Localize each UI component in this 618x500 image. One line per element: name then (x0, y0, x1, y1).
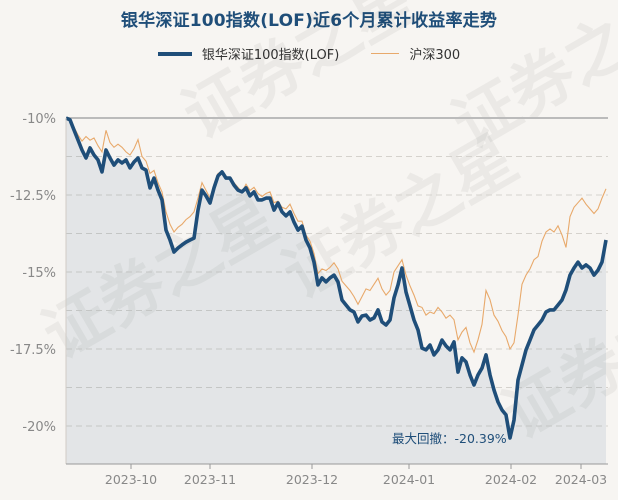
x-tick-label: 2024-03 (555, 472, 607, 487)
y-tick-label: -20% (22, 420, 56, 435)
legend-swatch-fund (157, 51, 192, 56)
legend-label-index: 沪深300 (409, 48, 461, 63)
fund-line (65, 116, 608, 440)
legend-item-index[interactable]: 沪深300 (371, 44, 460, 63)
index-line (65, 117, 607, 354)
watermark-text: 证券之星 (441, 0, 618, 164)
x-tick-label: 2023-11 (184, 472, 236, 487)
x-axis: 2023-10 2023-11 2023-12 2024-01 2024-02 2024-… (66, 463, 608, 487)
legend-label-fund: 银华深证100指数(LOF) (201, 48, 340, 63)
y-tick-label: -10% (22, 112, 56, 127)
watermark-text: 证券之星 (171, 0, 430, 154)
gridlines (66, 117, 608, 427)
legend-item-fund[interactable]: 银华深证100指数(LOF) (157, 44, 340, 63)
chart-title: 银华深证100指数(LOF)近6个月累计收益率走势 (120, 11, 498, 31)
x-tick-label: 2024-01 (383, 472, 435, 487)
x-tick-label: 2024-02 (485, 472, 537, 487)
chart-legend: 银华深证100指数(LOF) 沪深300 (0, 44, 618, 63)
legend-swatch-index (371, 53, 400, 54)
y-tick-label: -17.5% (10, 343, 56, 358)
x-tick-label: 2023-10 (105, 472, 157, 487)
max-drawdown-annotation: 最大回撤：-20.39% (392, 431, 507, 446)
x-tick-label: 2023-12 (286, 472, 338, 487)
y-axis: -10% -12.5% -15% -17.5% -20% (10, 112, 67, 464)
y-tick-label: -15% (22, 266, 56, 281)
y-tick-label: -12.5% (10, 189, 56, 204)
